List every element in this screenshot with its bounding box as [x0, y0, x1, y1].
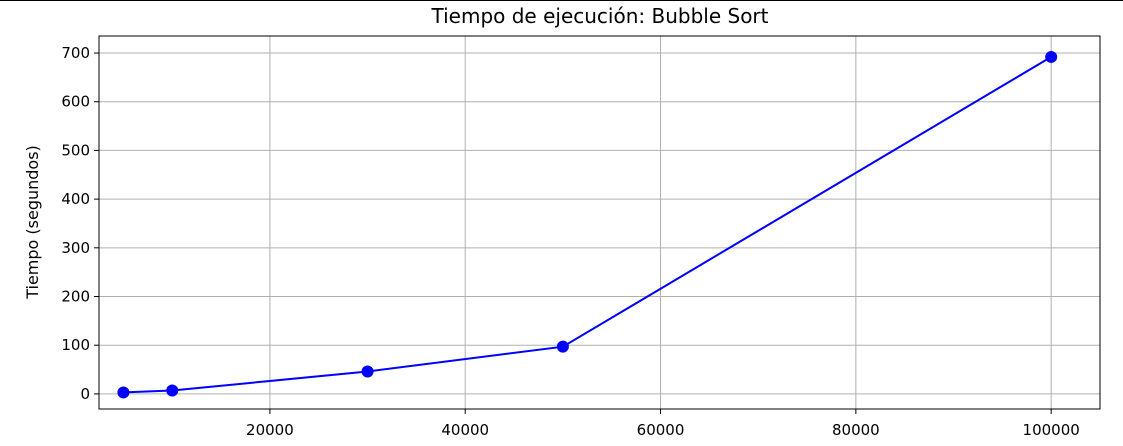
y-tick-label: 600: [61, 93, 90, 111]
data-point: [1045, 50, 1058, 63]
data-point: [166, 384, 179, 397]
x-tick-label: 60000: [637, 421, 685, 439]
x-tick-label: 20000: [246, 421, 294, 439]
y-tick-label: 700: [61, 44, 90, 62]
series-line: [123, 56, 1052, 394]
plot-frame: [98, 35, 1101, 410]
y-tick-label: 300: [61, 239, 90, 257]
x-tick-label: 80000: [832, 421, 880, 439]
x-tick-label: 100000: [1023, 421, 1080, 439]
y-axis: 0 100 200 300 400 500 600 700: [61, 44, 99, 403]
chart-title: Tiempo de ejecución: Bubble Sort: [431, 4, 769, 28]
data-point: [117, 386, 130, 399]
y-tick-label: 400: [61, 190, 90, 208]
y-tick-label: 0: [80, 385, 90, 403]
series-layer: [117, 50, 1058, 399]
y-tick-label: 200: [61, 288, 90, 306]
data-point: [361, 365, 374, 378]
y-tick-label: 500: [61, 141, 90, 159]
x-axis: 20000 40000 60000 80000 100000: [246, 409, 1080, 439]
x-tick-label: 40000: [441, 421, 489, 439]
grid: [99, 36, 1100, 409]
y-axis-title: Tiempo (segundos): [23, 145, 42, 300]
y-tick-label: 100: [61, 336, 90, 354]
data-point: [556, 340, 569, 353]
